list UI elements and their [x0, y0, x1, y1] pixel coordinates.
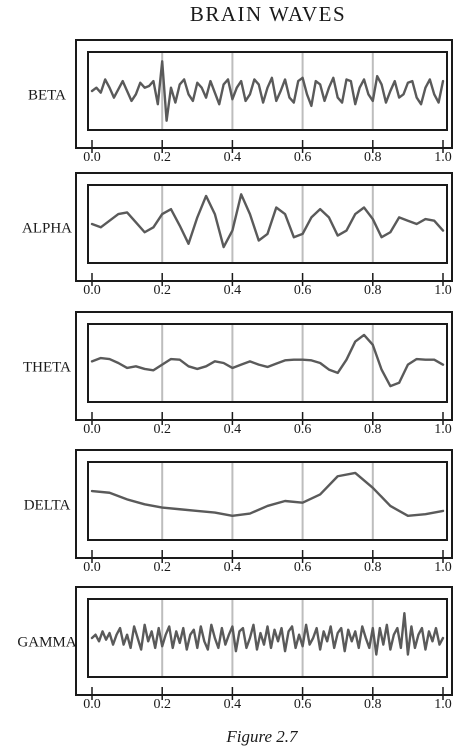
x-tick-label: 1.0	[434, 422, 452, 437]
panel-frame	[75, 586, 453, 696]
x-tick-label: 0.0	[83, 697, 101, 712]
x-tick-label: 0.2	[153, 697, 171, 712]
plot-box	[87, 323, 448, 403]
x-tick-label: 0.6	[294, 697, 312, 712]
x-tick-label: 0.2	[153, 150, 171, 165]
x-tick-label: 0.0	[83, 422, 101, 437]
x-tick-label: 0.6	[294, 150, 312, 165]
plot-box	[87, 461, 448, 541]
panel-frame	[75, 172, 453, 282]
panel-label: THETA	[23, 359, 71, 375]
plot-box	[87, 598, 448, 678]
x-tick-label: 0.4	[224, 422, 242, 437]
plot-box	[87, 184, 448, 264]
x-tick-label: 0.2	[153, 283, 171, 298]
x-tick-label: 0.0	[83, 560, 101, 575]
wave-line	[90, 333, 445, 388]
wave-line	[90, 612, 445, 656]
x-tick-label: 0.8	[364, 283, 382, 298]
plot-box	[87, 51, 448, 131]
x-tick-label: 0.2	[153, 422, 171, 437]
x-tick-label: 0.4	[224, 150, 242, 165]
x-tick-label: 0.4	[224, 283, 242, 298]
wave-line	[90, 60, 445, 122]
figure-title: BRAIN WAVES	[190, 2, 346, 26]
panel-frame	[75, 449, 453, 559]
x-tick-label: 1.0	[434, 697, 452, 712]
x-tick-label: 0.4	[224, 560, 242, 575]
x-tick-label: 1.0	[434, 150, 452, 165]
panel-label: BETA	[28, 87, 66, 103]
panel-label: DELTA	[24, 497, 71, 513]
x-tick-label: 1.0	[434, 560, 452, 575]
x-tick-label: 0.0	[83, 283, 101, 298]
x-tick-label: 0.8	[364, 560, 382, 575]
panel-label: ALPHA	[22, 220, 72, 236]
wave-line	[90, 193, 445, 249]
x-tick-label: 0.8	[364, 697, 382, 712]
panel-label: GAMMA	[17, 634, 76, 650]
x-tick-label: 0.8	[364, 422, 382, 437]
x-tick-label: 1.0	[434, 283, 452, 298]
wave-line	[90, 471, 445, 518]
panel-frame	[75, 39, 453, 149]
x-tick-label: 0.6	[294, 560, 312, 575]
figure-caption: Figure 2.7	[225, 727, 299, 746]
x-tick-label: 0.6	[294, 422, 312, 437]
x-tick-label: 0.4	[224, 697, 242, 712]
x-tick-label: 0.0	[83, 150, 101, 165]
panel-frame	[75, 311, 453, 421]
x-tick-label: 0.2	[153, 560, 171, 575]
x-tick-label: 0.8	[364, 150, 382, 165]
x-tick-label: 0.6	[294, 283, 312, 298]
